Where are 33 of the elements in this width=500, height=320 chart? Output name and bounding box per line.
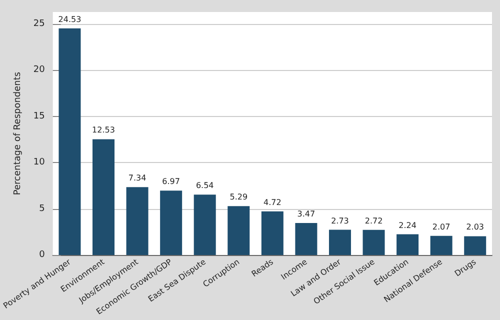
y-tick-label: 25 <box>33 19 45 30</box>
bar <box>464 236 486 255</box>
y-tick-label: 15 <box>33 111 45 122</box>
bar <box>160 190 182 255</box>
y-tick-label: 0 <box>39 250 46 260</box>
data-label: 5.29 <box>230 192 248 202</box>
data-label: 6.54 <box>196 181 214 190</box>
bar <box>261 211 284 255</box>
data-label: 2.07 <box>432 222 450 232</box>
bar <box>228 206 250 255</box>
bar <box>126 187 148 255</box>
data-label: 7.34 <box>128 174 146 183</box>
y-tick-label: 5 <box>39 204 45 214</box>
data-label: 4.72 <box>264 198 282 207</box>
y-axis-title: Percentage of Respondents <box>12 72 23 196</box>
data-label: 12.53 <box>92 126 115 135</box>
y-tick-label: 20 <box>33 65 46 76</box>
data-label: 2.73 <box>331 216 349 226</box>
data-label: 6.97 <box>162 177 180 186</box>
bar <box>328 230 351 255</box>
bar <box>92 139 115 255</box>
data-label: 24.53 <box>58 14 82 24</box>
data-label: 2.72 <box>364 216 383 226</box>
bar <box>58 28 81 255</box>
bar <box>430 236 452 255</box>
bar <box>194 194 216 255</box>
data-label: 3.47 <box>297 209 316 218</box>
bar <box>295 222 318 255</box>
bar <box>396 234 419 255</box>
data-label: 2.24 <box>398 220 416 230</box>
y-tick-label: 10 <box>33 158 46 168</box>
data-label: 2.03 <box>466 222 484 232</box>
bar <box>362 230 385 255</box>
